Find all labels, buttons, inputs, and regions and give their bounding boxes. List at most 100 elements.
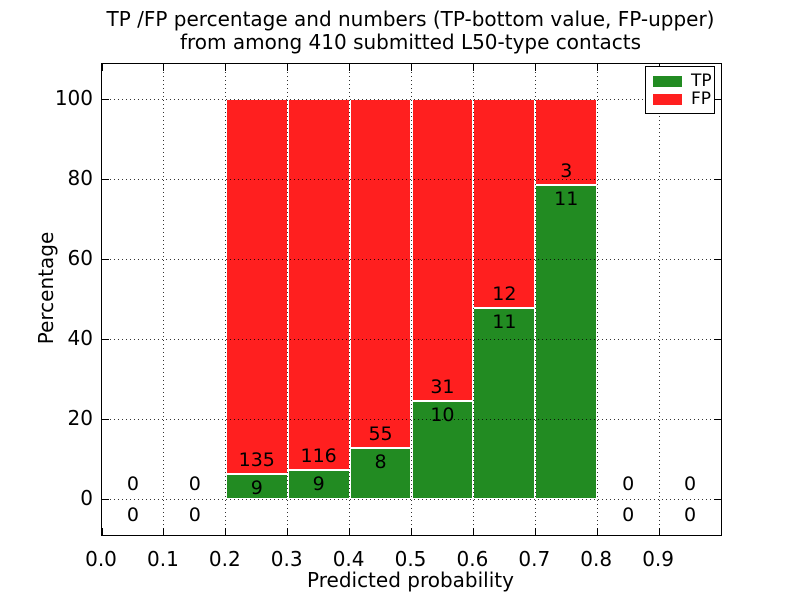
tick-bottom-0.2 (225, 528, 227, 535)
tp-count-label: 0 (126, 504, 139, 526)
tick-left-100 (102, 98, 109, 100)
tick-top-0.2 (225, 64, 227, 71)
ticks-layer (101, 64, 721, 535)
tick-top-0.1 (163, 64, 165, 71)
gridline-x-0.2 (225, 64, 227, 535)
tp-count-label: 10 (430, 404, 455, 427)
gridline-x-0.1 (163, 64, 165, 535)
gridline-y-60 (102, 258, 721, 260)
x-tick-label-0.8: 0.8 (580, 547, 613, 571)
tp-count-label: 9 (312, 473, 325, 496)
grid-layer (102, 64, 721, 535)
y-axis-label: Percentage (34, 231, 58, 345)
gridline-y-20 (102, 418, 721, 420)
tick-left-40 (102, 338, 109, 340)
x-tick-label-0.1: 0.1 (146, 547, 179, 571)
bar-fp-0.4 (349, 99, 412, 449)
fp-count-label: 31 (430, 376, 455, 399)
gridline-y-40 (102, 338, 721, 340)
gridline-y-80 (102, 178, 721, 180)
x-axis-label: Predicted probability (307, 568, 514, 592)
tick-bottom-0.3 (287, 528, 289, 535)
y-tick-label-60: 60 (67, 246, 93, 270)
gridline-x-0.9 (658, 64, 660, 535)
fp-count-label: 0 (622, 473, 635, 495)
tick-right-60 (714, 258, 721, 260)
tick-bottom-0.0 (101, 528, 103, 535)
gridline-x-0.5 (411, 64, 412, 535)
tick-top-0.5 (411, 64, 412, 71)
x-tick-label-0.6: 0.6 (456, 547, 489, 571)
tick-top-0.0 (101, 64, 103, 71)
bar-fp-0.5 (411, 99, 474, 402)
tp-count-label: 11 (554, 187, 579, 210)
chart-title-line1: TP /FP percentage and numbers (TP-bottom… (106, 7, 715, 31)
tick-top-0.4 (349, 64, 351, 71)
legend-item-tp: TP (653, 72, 712, 90)
tp-count-label: 11 (492, 310, 517, 333)
tick-left-0 (102, 498, 109, 500)
gridline-y-100 (102, 98, 721, 100)
gridline-x-0.7 (534, 64, 536, 535)
gridline-y-0 (102, 498, 721, 500)
tick-top-0.3 (287, 64, 289, 71)
y-tick-label-100: 100 (54, 86, 93, 110)
bar-fp-0.2 (225, 99, 288, 474)
tick-bottom-0.1 (163, 528, 165, 535)
tick-right-100 (714, 98, 721, 100)
tick-top-0.6 (472, 64, 474, 71)
fp-count-label: 116 (300, 445, 337, 468)
legend-label-fp: FP (691, 88, 712, 109)
tick-bottom-0.4 (349, 528, 351, 535)
bar-labels-layer: 0 0 0 0 135 9 116 9 55 8 31 10 12 11 3 11 0 0 0 0 (102, 64, 721, 535)
tick-top-0.7 (534, 64, 536, 71)
tick-bottom-0.5 (411, 528, 412, 535)
gridline-x-0.6 (472, 64, 474, 535)
legend-label-tp: TP (691, 70, 712, 91)
bar-fp-0.3 (287, 99, 350, 471)
tp-count-label: 0 (188, 504, 201, 526)
tick-bottom-0.7 (534, 528, 536, 535)
y-tick-label-40: 40 (67, 326, 93, 350)
tick-right-0 (714, 498, 721, 500)
tick-right-80 (714, 178, 721, 180)
fp-count-label: 0 (188, 473, 201, 495)
tick-top-0.8 (596, 64, 598, 71)
fp-count-label: 3 (560, 159, 573, 182)
tick-left-60 (102, 258, 109, 260)
bars-layer (102, 64, 721, 535)
y-tick-label-20: 20 (67, 406, 93, 430)
gridline-x-0.4 (349, 64, 351, 535)
tick-left-20 (102, 418, 109, 420)
tp-color-swatch (653, 75, 682, 87)
x-tick-label-0.3: 0.3 (270, 547, 303, 571)
gridline-x-0.8 (596, 64, 598, 535)
tp-count-label: 9 (250, 477, 263, 499)
tick-bottom-0.8 (596, 528, 598, 535)
x-tick-label-0.9: 0.9 (642, 547, 674, 571)
tick-bottom-0.9 (658, 528, 660, 535)
x-tick-label-0.0: 0.0 (85, 547, 117, 571)
fp-count-label: 55 (368, 423, 393, 446)
tp-count-label: 0 (684, 504, 697, 526)
tp-count-label: 0 (622, 504, 635, 526)
x-tick-label-0.4: 0.4 (332, 547, 365, 571)
chart-title: TP /FP percentage and numbers (TP-bottom… (101, 8, 720, 54)
bar-fp-0.7 (535, 99, 598, 185)
fp-count-label: 0 (684, 473, 697, 495)
tick-left-80 (102, 178, 109, 180)
x-tick-label-0.7: 0.7 (518, 547, 551, 571)
fp-color-swatch (653, 93, 682, 105)
tp-count-label: 8 (374, 451, 387, 474)
legend-item-fp: FP (653, 90, 711, 108)
x-tick-label-0.5: 0.5 (394, 547, 427, 571)
fp-count-label: 12 (492, 282, 517, 305)
tick-bottom-0.6 (472, 528, 474, 535)
bar-fp-0.6 (473, 99, 536, 308)
tick-right-40 (714, 338, 721, 340)
fp-count-label: 135 (238, 449, 275, 471)
y-tick-label-0: 0 (80, 486, 93, 510)
gridline-x-0.3 (287, 64, 289, 535)
plot-area: 0 0 0 0 135 9 116 9 55 8 31 10 12 11 3 11 0 0 0 0 (101, 63, 722, 536)
